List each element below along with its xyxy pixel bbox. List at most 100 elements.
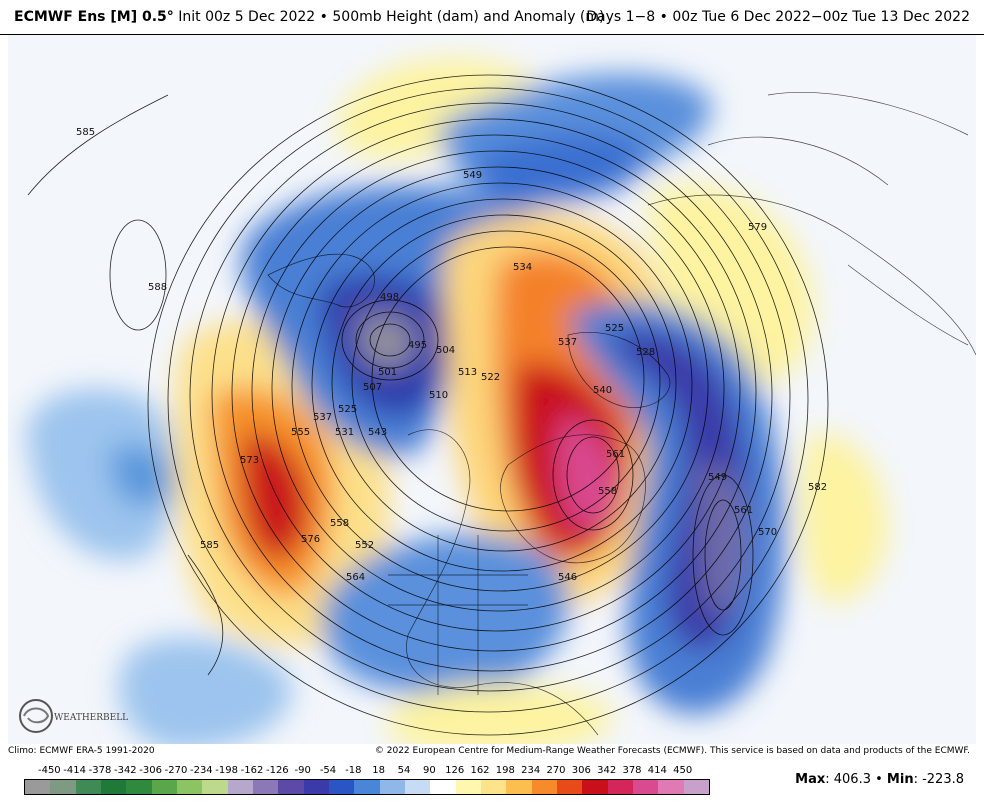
colorbar-label: 18 — [372, 765, 386, 776]
max-label: Max — [795, 772, 826, 787]
contour-label: 549 — [708, 472, 727, 483]
contour-label: 498 — [380, 292, 399, 303]
contour-label: 561 — [606, 449, 625, 460]
anomaly-colorbar: -450 -414 -378 -342 -306 -270 -234 -198 -162 -126… — [14, 765, 710, 805]
colorbar-swatch — [278, 780, 304, 794]
contour-label: 522 — [481, 372, 500, 383]
contour-label: 537 — [558, 337, 577, 348]
contour-label: 528 — [636, 347, 655, 358]
colorbar-label: -54 — [319, 765, 337, 776]
colorbar-label: 450 — [673, 765, 693, 776]
colorbar-label: -234 — [189, 765, 213, 776]
contour-label: 585 — [76, 127, 95, 138]
contour-label: 531 — [335, 427, 354, 438]
height-contours — [27, 74, 829, 736]
colorbar-swatch — [582, 780, 608, 794]
colorbar-label: -126 — [265, 765, 289, 776]
contour-label: 588 — [148, 282, 167, 293]
header-bar: ECMWF Ens [M] 0.5° Init 00z 5 Dec 2022 •… — [0, 0, 984, 35]
colorbar-swatch — [328, 780, 355, 794]
colorbar-label: -270 — [164, 765, 188, 776]
colorbar-labels: -450 -414 -378 -342 -306 -270 -234 -198 -162 -126… — [14, 765, 704, 779]
contour-label: 507 — [363, 382, 382, 393]
min-label: Min — [886, 772, 914, 787]
contour-label: 537 — [313, 412, 332, 423]
colorbar-label: -198 — [215, 765, 239, 776]
colorbar-label: 198 — [495, 765, 515, 776]
contour-label: 582 — [808, 482, 827, 493]
colorbar-swatch — [176, 780, 203, 794]
contour-label: 549 — [463, 170, 482, 181]
max-value: : 406.3 — [825, 772, 871, 787]
colorbar-swatch — [455, 780, 481, 794]
contour-label: 585 — [200, 540, 219, 551]
colorbar-swatch — [556, 780, 583, 794]
colorbar-swatch — [379, 780, 405, 794]
map-title: ECMWF Ens [M] 0.5° Init 00z 5 Dec 2022 •… — [14, 9, 605, 25]
model-name: ECMWF Ens [M] 0.5 — [14, 9, 167, 25]
contour-label: 525 — [338, 404, 357, 415]
colorbar-label: 234 — [521, 765, 541, 776]
anomaly-shading — [26, 58, 888, 744]
colorbar-swatch — [531, 780, 557, 794]
contour-label: 552 — [355, 540, 374, 551]
contour-labels: 585 588 585 573 555 576 549 498 495 501 504 507 510 5… — [76, 127, 827, 583]
min-value: : -223.8 — [913, 772, 964, 787]
contour-label: 558 — [330, 518, 349, 529]
colorbar-label: 126 — [445, 765, 465, 776]
colorbar-label: 162 — [470, 765, 490, 776]
colorbar-swatch — [480, 780, 507, 794]
colorbar-swatch — [607, 780, 633, 794]
colorbar-label: -162 — [240, 765, 264, 776]
colorbar-swatch — [227, 780, 253, 794]
stats-separator: • — [870, 772, 887, 787]
colorbar-label: 306 — [571, 765, 591, 776]
colorbar-label: -342 — [113, 765, 137, 776]
colorbar-swatch — [354, 780, 380, 794]
colorbar-swatch — [303, 780, 329, 794]
contour-label: 561 — [734, 505, 753, 516]
contour-label: 525 — [605, 323, 624, 334]
contour-label: 495 — [408, 340, 427, 351]
contour-label: 543 — [368, 427, 387, 438]
weatherbell-logo: WEATHERBELL — [14, 696, 134, 736]
colorbar-label: -18 — [345, 765, 362, 776]
degree-symbol: ° — [166, 9, 174, 25]
colorbar-swatch — [683, 780, 709, 794]
colorbar-swatch — [126, 780, 152, 794]
contour-label: 579 — [748, 222, 767, 233]
contour-label: 504 — [436, 345, 455, 356]
climo-credit: Climo: ECMWF ERA-5 1991-2020 — [8, 746, 155, 756]
colorbar-label: 54 — [397, 765, 411, 776]
max-min-stats: Max: 406.3 • Min: -223.8 — [795, 772, 964, 787]
coastlines — [267, 92, 976, 736]
contour-label: 564 — [346, 572, 365, 583]
colorbar-swatch — [100, 780, 127, 794]
contour-label: 540 — [593, 385, 612, 396]
colorbar-label: 414 — [647, 765, 667, 776]
contour-label: 576 — [301, 534, 320, 545]
colorbar-label: -378 — [88, 765, 112, 776]
colorbar-swatch — [632, 780, 659, 794]
colorbar-label: -306 — [139, 765, 163, 776]
colorbar-swatches — [24, 779, 710, 795]
map-panel[interactable]: 585 588 585 573 555 576 549 498 495 501 504 507 510 5… — [8, 35, 976, 744]
contour-label: 573 — [240, 455, 259, 466]
colorbar-swatch — [404, 780, 431, 794]
colorbar-swatch — [252, 780, 279, 794]
contour-label: 510 — [429, 390, 448, 401]
contour-label: 558 — [598, 486, 617, 497]
contour-label: 534 — [513, 262, 532, 273]
contour-label: 555 — [291, 427, 310, 438]
contour-label: 501 — [378, 367, 397, 378]
colorbar-swatch — [658, 780, 684, 794]
colorbar-swatch — [202, 780, 228, 794]
colorbar-swatch — [506, 780, 532, 794]
valid-period: Days 1−8 • 00z Tue 6 Dec 2022−00z Tue 13… — [586, 9, 970, 25]
colorbar-label: -414 — [63, 765, 87, 776]
colorbar-label: 90 — [422, 765, 436, 776]
colorbar-label: -90 — [294, 765, 311, 776]
colorbar-swatch — [25, 780, 51, 794]
colorbar-swatch — [430, 780, 456, 794]
logo-text: WEATHERBELL — [54, 713, 128, 723]
